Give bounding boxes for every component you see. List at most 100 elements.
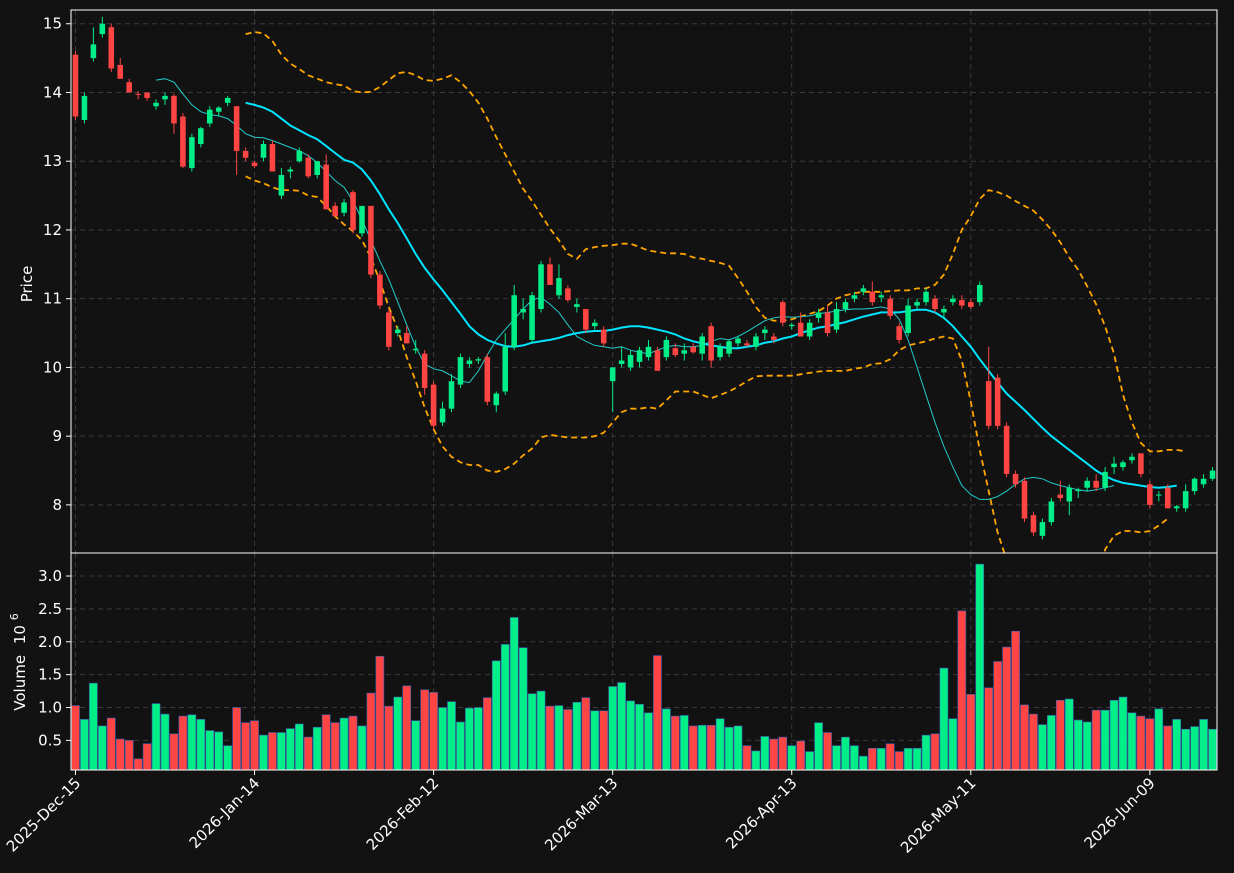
candle-body (1012, 473, 1019, 485)
candle-body (896, 326, 902, 340)
volume-bar (1029, 713, 1038, 771)
volume-axis-label-text: Volume (11, 655, 29, 711)
candle-body (744, 343, 750, 346)
volume-bar (930, 733, 940, 771)
volume-bar (572, 701, 582, 771)
candle-body (502, 346, 509, 392)
candle-body (90, 44, 97, 59)
candle-body (1075, 489, 1082, 492)
candle-body (1147, 484, 1153, 505)
candle-body (1057, 494, 1064, 499)
volume-bar (1047, 715, 1056, 771)
price-tick-label: 11 (43, 290, 62, 308)
candle-body (341, 202, 347, 213)
volume-bar (805, 751, 814, 771)
candle-body (1111, 463, 1117, 468)
candle-body (269, 144, 276, 172)
volume-bar (294, 723, 304, 771)
candle-body (815, 312, 822, 318)
candle-body (941, 308, 947, 313)
volume-bar (706, 724, 716, 771)
candle-body (600, 329, 607, 344)
bollinger-bands (245, 31, 1186, 553)
candle-body (583, 308, 589, 330)
volume-bar (393, 696, 403, 771)
volume-bar (850, 745, 859, 771)
volume-bar (1181, 728, 1190, 771)
candles (72, 16, 1216, 540)
volume-bar (1145, 718, 1155, 771)
volume-bar (608, 686, 617, 771)
candle-body (377, 274, 383, 306)
volume-axis-exponent-sup: 6 (8, 613, 21, 620)
volume-bar (420, 689, 429, 771)
candle-body (618, 360, 625, 364)
volume-bar (509, 617, 519, 771)
volume-bar (1163, 725, 1173, 771)
candle-body (994, 377, 1001, 426)
volume-bar (769, 738, 779, 771)
candle-body (99, 23, 106, 35)
volume-bar (402, 685, 412, 771)
volume-bar (411, 720, 421, 771)
candle-body (574, 304, 580, 307)
volume-bar (939, 667, 949, 771)
volume-bar (187, 714, 197, 771)
volume-bar (554, 705, 564, 771)
volume-bar (626, 700, 635, 771)
candle-body (663, 339, 670, 358)
volume-bar (518, 647, 528, 771)
candle-body (520, 308, 526, 313)
candle-body (305, 157, 312, 177)
volume-bar (357, 725, 367, 771)
candle-body (287, 169, 294, 172)
volume-bar (671, 715, 680, 771)
candle-body (395, 329, 401, 334)
volume-bar (966, 694, 976, 771)
volume-bar (787, 745, 797, 771)
volume-bar (921, 734, 931, 771)
candle-body (233, 106, 240, 151)
volume-bar (1154, 708, 1164, 771)
candle-body (565, 288, 571, 301)
volume-bar (169, 733, 179, 771)
candle-body (529, 295, 535, 340)
volume-bar (491, 660, 501, 771)
price-tick-label: 14 (43, 83, 62, 101)
volume-bar (778, 736, 788, 771)
volume-bar (447, 701, 456, 771)
volume-bar (1127, 712, 1137, 771)
volume-bar (1064, 698, 1074, 771)
candle-body (887, 298, 893, 316)
candle-body (771, 336, 777, 340)
volume-bar (733, 725, 743, 771)
volume-tick-label: 0.5 (38, 731, 62, 749)
volume-tick-label: 1.5 (38, 666, 62, 684)
candle-body (591, 322, 598, 327)
candle-body (314, 161, 320, 175)
candle-body (842, 302, 849, 309)
candle-body (1138, 453, 1144, 474)
volume-bar (375, 655, 385, 771)
candle-body (332, 205, 338, 217)
candle-body (708, 326, 714, 361)
candle-body (323, 164, 329, 210)
candle-body (985, 381, 992, 426)
candle-body (368, 205, 374, 275)
candle-body (511, 295, 517, 347)
candle-body (636, 350, 643, 362)
candle-body (1120, 462, 1126, 468)
candle-body (1200, 478, 1207, 485)
candle-body (609, 367, 616, 382)
candle-body (1084, 480, 1090, 488)
candle-body (690, 346, 697, 353)
volume-bar (679, 715, 689, 771)
volume-bar (1208, 728, 1217, 771)
candle-body (833, 308, 840, 330)
volume-bar (644, 712, 653, 771)
candle-body (905, 305, 911, 334)
volume-bar (876, 747, 886, 771)
candle-body (117, 64, 124, 79)
candle-body (260, 144, 267, 158)
candle-body (475, 359, 482, 361)
